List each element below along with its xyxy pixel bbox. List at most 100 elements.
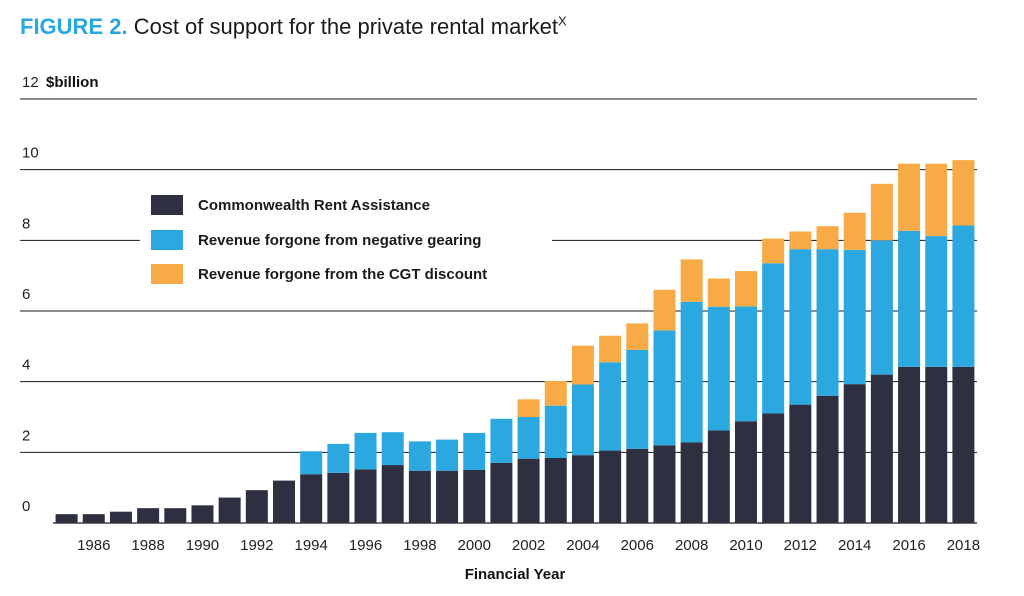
bar-cra-2000: [463, 470, 486, 523]
bar-cra-2017: [925, 366, 948, 523]
legend-swatch-negative-gearing: [151, 230, 183, 250]
legend-label-negative-gearing: Revenue forgone from negative gearing: [198, 232, 481, 249]
x-axis-ticks: 1986 1988 1990 1992 1994 1996 1998 2000 2002 2004…: [77, 537, 980, 554]
bar-negative-gearing-2003: [544, 405, 567, 458]
bar-negative-gearing-2007: [653, 330, 676, 446]
bar-cgt-2002: [517, 399, 540, 417]
bar-negative-gearing-2009: [707, 306, 730, 431]
bar-negative-gearing-2004: [571, 384, 594, 456]
x-tick-label: 1996: [349, 537, 382, 554]
bar-cra-1985: [55, 514, 78, 523]
legend-swatch-cra: [151, 195, 183, 215]
bar-cra-2015: [870, 374, 893, 523]
x-tick-label: 2006: [621, 537, 654, 554]
x-tick-label: 1986: [77, 537, 110, 554]
bar-cgt-2016: [898, 163, 921, 231]
bar-cra-1999: [436, 470, 459, 523]
bar-negative-gearing-2015: [870, 240, 893, 375]
bar-cgt-2010: [735, 271, 757, 307]
x-tick-label: 2004: [566, 537, 599, 554]
x-tick-label: 2010: [729, 537, 762, 554]
bar-cra-2007: [653, 445, 676, 523]
bar-cra-1989: [164, 508, 187, 523]
bar-cra-1994: [300, 474, 323, 523]
bar-cra-2016: [898, 366, 921, 523]
bar-cra-2002: [517, 458, 540, 523]
bar-cgt-2005: [599, 335, 622, 363]
figure-superscript: X: [558, 13, 567, 29]
legend: Commonwealth Rent Assistance Revenue forg…: [140, 182, 552, 290]
bar-cgt-2007: [653, 289, 676, 331]
bar-negative-gearing-2000: [463, 432, 486, 470]
bar-cra-2012: [789, 404, 812, 523]
bar-cgt-2006: [626, 323, 649, 350]
figure-title: FIGURE 2. Cost of support for the privat…: [20, 12, 567, 42]
bar-cra-1991: [218, 497, 241, 523]
x-tick-label: 2018: [947, 537, 980, 554]
y-tick-label: 8: [22, 215, 30, 232]
x-tick-label: 2014: [838, 537, 871, 554]
legend-label-cgt: Revenue forgone from the CGT discount: [198, 266, 487, 283]
bar-negative-gearing-1997: [381, 432, 404, 466]
bar-cgt-2003: [544, 380, 567, 406]
bar-negative-gearing-2013: [816, 249, 839, 396]
bar-negative-gearing-2002: [517, 417, 540, 459]
figure-label: FIGURE 2.: [20, 14, 128, 39]
bar-negative-gearing-2008: [680, 301, 703, 443]
bar-negative-gearing-2012: [789, 249, 812, 405]
bar-cra-2004: [571, 455, 594, 523]
bar-cra-1987: [109, 511, 132, 523]
bar-cgt-2014: [843, 212, 866, 250]
bar-negative-gearing-1994: [300, 451, 323, 475]
bar-negative-gearing-2016: [898, 230, 921, 367]
x-tick-label: 1988: [131, 537, 164, 554]
y-axis-ticks: 0 2 4 6 8 10 12: [22, 74, 39, 515]
bar-cra-1995: [327, 472, 350, 523]
bar-cra-1992: [245, 490, 268, 523]
bar-cra-1986: [82, 514, 105, 523]
bar-negative-gearing-2005: [599, 362, 622, 451]
legend-label-cra: Commonwealth Rent Assistance: [198, 197, 430, 214]
y-tick-label: 0: [22, 498, 30, 515]
x-tick-label: 2000: [458, 537, 491, 554]
bar-negative-gearing-2017: [925, 236, 948, 367]
bar-negative-gearing-2014: [843, 249, 866, 385]
x-axis-label: Financial Year: [465, 566, 566, 583]
y-tick-label: 12: [22, 74, 39, 91]
x-tick-label: 1990: [186, 537, 219, 554]
bar-cra-1990: [191, 505, 214, 523]
bar-negative-gearing-2011: [762, 263, 785, 414]
bar-cgt-2018: [952, 160, 975, 226]
figure-title-text: Cost of support for the private rental m…: [133, 14, 559, 39]
bar-cra-2014: [843, 384, 866, 523]
bar-cra-1997: [381, 465, 404, 523]
bar-cgt-2012: [789, 231, 812, 250]
bar-cgt-2013: [816, 226, 839, 250]
y-tick-label: 10: [22, 145, 39, 162]
bar-negative-gearing-1998: [408, 441, 431, 471]
bar-cra-2006: [626, 448, 649, 523]
bar-cgt-2015: [870, 183, 893, 241]
bar-cra-2013: [816, 395, 839, 523]
bar-cra-1998: [408, 470, 431, 523]
bar-cra-2008: [680, 442, 703, 523]
y-tick-label: 2: [22, 427, 30, 444]
bar-cra-1988: [137, 508, 160, 523]
bar-negative-gearing-2006: [626, 349, 649, 449]
bar-cra-2001: [490, 462, 513, 523]
bars: [55, 160, 975, 523]
x-tick-label: 1994: [294, 537, 327, 554]
bar-negative-gearing-2010: [735, 306, 757, 422]
bar-cra-1996: [354, 469, 377, 523]
bar-negative-gearing-2018: [952, 225, 975, 367]
legend-background: [140, 182, 552, 290]
bar-cgt-2009: [707, 278, 730, 307]
bar-cgt-2017: [925, 163, 948, 237]
x-tick-label: 2016: [892, 537, 925, 554]
x-tick-label: 2008: [675, 537, 708, 554]
bar-cgt-2004: [571, 345, 594, 385]
y-axis-label: $billion: [46, 74, 99, 91]
bar-cra-2005: [599, 450, 622, 523]
bar-cra-1993: [273, 480, 295, 523]
